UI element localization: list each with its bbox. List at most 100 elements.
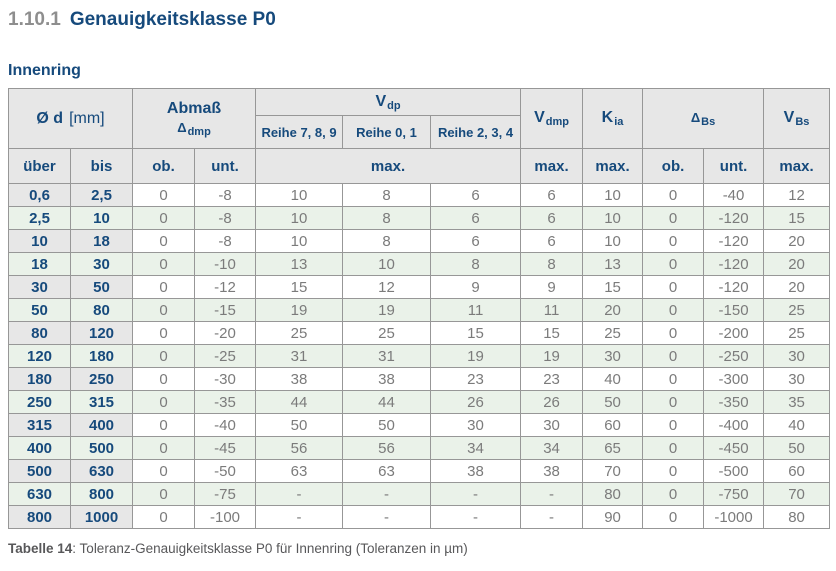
range-cell: 800 [70, 482, 133, 506]
range-cell: 10 [70, 206, 133, 230]
value-cell: 20 [763, 229, 831, 253]
header-vdp: Vdp [255, 88, 522, 116]
value-cell: 60 [582, 413, 644, 437]
range-cell: 500 [8, 459, 71, 483]
range-cell: 18 [70, 229, 133, 253]
value-cell: -75 [193, 482, 257, 506]
value-cell: 0 [132, 206, 195, 230]
table-row: 500 630 0 -50 63 63 38 38 70 0 -500 60 [8, 459, 831, 483]
table-row: 50 80 0 -15 19 19 11 11 20 0 -150 25 [8, 298, 831, 322]
value-cell: -50 [193, 459, 257, 483]
table-caption: Tabelle 14: Toleranz-Genauigkeitsklasse … [8, 540, 836, 557]
value-cell: 8 [342, 206, 432, 230]
value-cell: -350 [703, 390, 765, 414]
value-cell: 0 [132, 298, 195, 322]
value-cell: 0 [642, 459, 705, 483]
value-cell: 56 [255, 436, 344, 460]
table-row: 630 800 0 -75- - - -80 0 -750 70 [8, 482, 831, 506]
value-cell: - [430, 505, 522, 529]
table-row: 30 50 0 -12 15 12 9 9 15 0 -120 20 [8, 275, 831, 299]
value-cell: - [255, 482, 344, 506]
value-cell: 63 [255, 459, 344, 483]
subheader-max-vdmp: max. [520, 148, 584, 184]
value-cell: -120 [703, 252, 765, 276]
value-cell: 9 [430, 275, 522, 299]
value-cell: 56 [342, 436, 432, 460]
value-cell: 80 [763, 505, 831, 529]
value-cell: -8 [193, 206, 257, 230]
value-cell: -450 [703, 436, 765, 460]
section-title: Genauigkeitsklasse P0 [69, 9, 276, 30]
value-cell: - [520, 482, 584, 506]
value-cell: 31 [255, 344, 344, 368]
value-cell: 38 [430, 459, 522, 483]
value-cell: 30 [763, 344, 831, 368]
value-cell: 0 [132, 367, 195, 391]
header-delta-bs: ΔBs [642, 88, 765, 149]
value-cell: 25 [255, 321, 344, 345]
value-cell: 0 [642, 183, 705, 207]
table-row: 0,6 2,5 0 -8 10 8 6 6 10 0 -40 12 [8, 183, 831, 207]
value-cell: 10 [255, 183, 344, 207]
value-cell: -8 [193, 183, 257, 207]
range-cell: 250 [70, 367, 133, 391]
value-cell: -35 [193, 390, 257, 414]
value-cell: 35 [763, 390, 831, 414]
table-caption-label: Tabelle 14 [8, 541, 73, 556]
range-cell: 180 [8, 367, 71, 391]
value-cell: 13 [582, 252, 644, 276]
value-cell: -30 [193, 367, 257, 391]
value-cell: 0 [132, 413, 195, 437]
subheader-ueber: über [8, 148, 71, 184]
value-cell: 6 [430, 183, 522, 207]
value-cell: 12 [763, 183, 831, 207]
value-cell: -1000 [703, 505, 765, 529]
range-cell: 80 [70, 298, 133, 322]
table-row: 400 500 0 -45 56 56 34 34 65 0 -450 50 [8, 436, 831, 460]
value-cell: 0 [132, 321, 195, 345]
table-row: 80 120 0 -20 25 25 15 15 25 0 -200 25 [8, 321, 831, 345]
value-cell: 0 [132, 390, 195, 414]
value-cell: 15 [430, 321, 522, 345]
subheader-bis: bis [70, 148, 133, 184]
value-cell: -300 [703, 367, 765, 391]
value-cell: 0 [642, 367, 705, 391]
value-cell: -120 [703, 275, 765, 299]
value-cell: 15 [582, 275, 644, 299]
value-cell: -25 [193, 344, 257, 368]
value-cell: 11 [520, 298, 584, 322]
table-row: 315 400 0 -40 50 50 30 30 60 0 -400 40 [8, 413, 831, 437]
value-cell: 70 [763, 482, 831, 506]
range-cell: 1000 [70, 505, 133, 529]
value-cell: 12 [342, 275, 432, 299]
value-cell: 0 [642, 482, 705, 506]
page-title: 1.10.1 Genauigkeitsklasse P0 [8, 8, 836, 32]
value-cell: 0 [132, 252, 195, 276]
range-cell: 250 [8, 390, 71, 414]
value-cell: 6 [430, 229, 522, 253]
value-cell: - [430, 482, 522, 506]
value-cell: 20 [582, 298, 644, 322]
value-cell: 44 [255, 390, 344, 414]
value-cell: 0 [642, 344, 705, 368]
value-cell: -12 [193, 275, 257, 299]
range-cell: 400 [70, 413, 133, 437]
value-cell: 65 [582, 436, 644, 460]
value-cell: - [342, 505, 432, 529]
value-cell: 19 [430, 344, 522, 368]
value-cell: - [255, 505, 344, 529]
range-cell: 500 [70, 436, 133, 460]
value-cell: 60 [763, 459, 831, 483]
header-reihe-01: Reihe 0, 1 [342, 115, 432, 149]
value-cell: 8 [520, 252, 584, 276]
value-cell: -8 [193, 229, 257, 253]
value-cell: 19 [255, 298, 344, 322]
subheader-max-vbs: max. [763, 148, 831, 184]
value-cell: 15 [520, 321, 584, 345]
section-number: 1.10.1 [8, 9, 61, 30]
subheader-unt-dbs: unt. [703, 148, 765, 184]
value-cell: 25 [763, 321, 831, 345]
range-cell: 10 [8, 229, 71, 253]
header-diameter-unit: [mm] [69, 109, 105, 127]
value-cell: 0 [132, 229, 195, 253]
